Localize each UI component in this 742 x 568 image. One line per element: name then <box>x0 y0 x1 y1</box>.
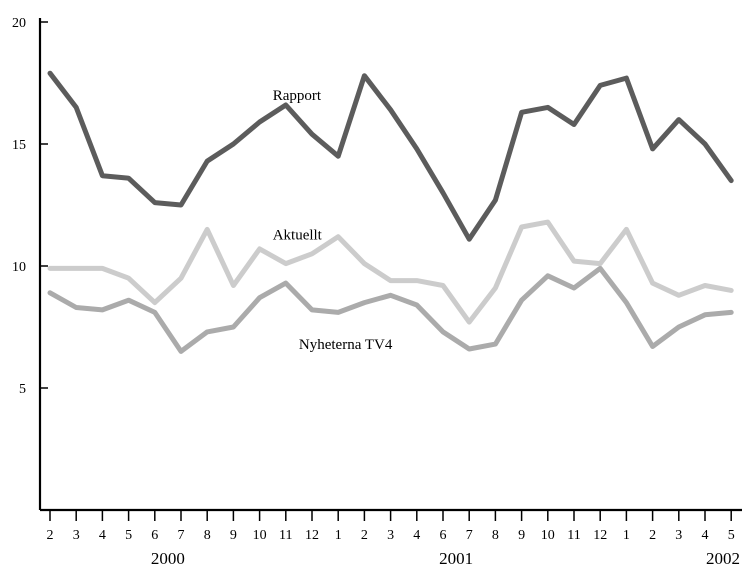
x-tick-label: 4 <box>702 528 709 543</box>
x-tick-label: 2 <box>361 528 368 543</box>
series-line-rapport <box>47 70 734 242</box>
year-label: 2001 <box>439 549 473 568</box>
x-tick-label: 1 <box>623 528 630 543</box>
x-tick-label: 6 <box>440 528 447 543</box>
x-tick-label: 12 <box>305 528 319 543</box>
x-tick-label: 10 <box>253 528 267 543</box>
y-tick-label: 20 <box>12 16 26 31</box>
x-tick-label: 12 <box>593 528 607 543</box>
y-tick-label: 5 <box>19 382 26 397</box>
x-tick-label: 2 <box>649 528 656 543</box>
x-tick-label: 7 <box>178 528 185 543</box>
series-line-aktuellt <box>47 219 734 325</box>
x-tick-label: 8 <box>204 528 211 543</box>
x-tick-label: 6 <box>151 528 158 543</box>
x-tick-label: 5 <box>125 528 132 543</box>
x-tick-label: 2 <box>47 528 54 543</box>
year-labels: 2000 2001 2002 <box>151 549 740 568</box>
axes-layer <box>38 18 742 512</box>
x-tick-label: 11 <box>567 528 580 543</box>
x-tick-label: 9 <box>518 528 525 543</box>
x-tick-label: 9 <box>230 528 237 543</box>
y-tick-label: 15 <box>12 138 26 153</box>
x-tick-label: 5 <box>728 528 735 543</box>
y-tick-label: 10 <box>12 260 26 275</box>
x-tick-label: 3 <box>387 528 394 543</box>
year-label: 2002 <box>706 549 740 568</box>
x-tick-label: 8 <box>492 528 499 543</box>
x-tick-label: 1 <box>335 528 342 543</box>
year-label: 2000 <box>151 549 185 568</box>
series-layer <box>47 70 734 354</box>
series-label-rapport: Rapport <box>273 88 322 104</box>
x-tick-label: 3 <box>73 528 80 543</box>
x-tick-label: 10 <box>541 528 555 543</box>
series-line-nyheterna-tv4 <box>47 265 734 354</box>
x-tick-label: 4 <box>99 528 106 543</box>
x-tick-label: 4 <box>413 528 420 543</box>
x-tick-label: 7 <box>466 528 473 543</box>
series-label-aktuellt: Aktuellt <box>273 227 323 243</box>
series-label-nyheterna-tv4: Nyheterna TV4 <box>299 337 393 353</box>
x-tick-label: 3 <box>675 528 682 543</box>
x-ticks: 2 3 4 5 6 7 8 9 10 11 12 1 2 3 4 6 7 8 9 10 11 12 1 2 3 4 5 <box>47 510 735 543</box>
series-labels: Rapport Aktuellt Nyheterna TV4 <box>273 88 393 353</box>
y-ticks: 5 10 15 20 <box>12 16 48 397</box>
x-tick-label: 11 <box>279 528 292 543</box>
